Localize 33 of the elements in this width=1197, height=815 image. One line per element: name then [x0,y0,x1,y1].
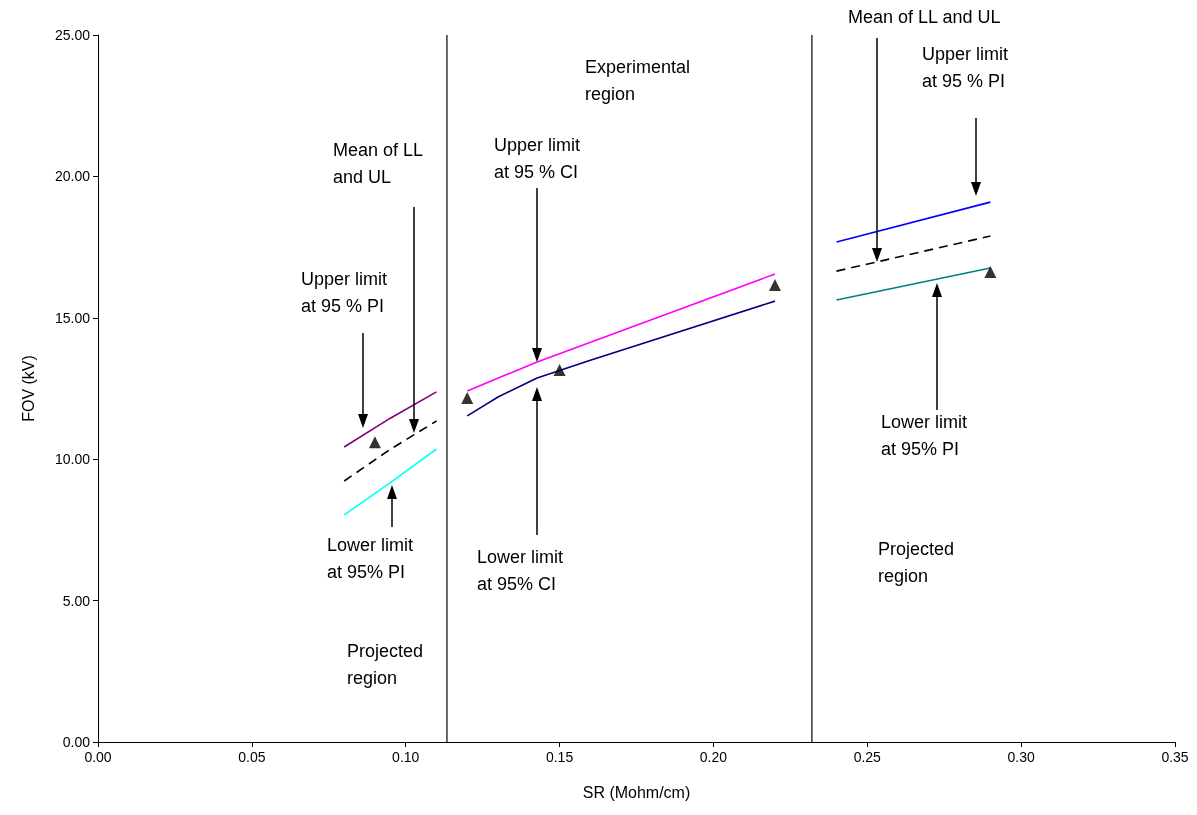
annotation: Upper limit at 95 % CI [494,135,581,182]
x-tick-label: 0.15 [545,749,574,765]
point [553,364,566,377]
annotation: Experimental region [585,57,691,104]
line-series [466,300,776,417]
y-tick-label: 25.00 [54,27,91,43]
point [461,392,474,405]
point [368,436,381,449]
text: Mean of LL and UL [848,7,1001,27]
annotation: Projected region [878,539,955,586]
annotation: Mean of LL and UL [333,140,424,187]
annotation: Lower limit at 95% PI [881,412,968,459]
y-axis-title: FOV (kV) [19,355,37,422]
x-tick-label: 0.00 [84,749,112,765]
x-tick-label: 0.35 [1161,749,1189,765]
y-tick-label: 5.00 [62,592,91,609]
x-axis-title: SR (Mohm/cm) [582,783,691,801]
x-tick-label: 0.30 [1007,749,1035,765]
point [984,265,997,278]
x-tick-label: 0.20 [699,749,728,765]
y-tick-label: 20.00 [54,168,91,185]
annotation: Projected region [347,641,424,688]
x-tick-label: 0.05 [238,749,266,765]
point [768,279,781,291]
annotation: Lower limit at 95% PI [327,535,414,582]
y-tick-label: 10.00 [54,451,91,468]
y-tick-label: 0.00 [62,734,91,750]
annotation: Upper limit at 95 % PI [301,269,388,316]
annotation: Lower limit at 95% CI [477,547,564,594]
x-tick-label: 0.25 [853,749,882,765]
annotation: Upper limit at 95 % PI [922,44,1009,91]
y-tick-label: 15.00 [54,309,91,326]
x-tick-label: 0.10 [392,749,420,765]
